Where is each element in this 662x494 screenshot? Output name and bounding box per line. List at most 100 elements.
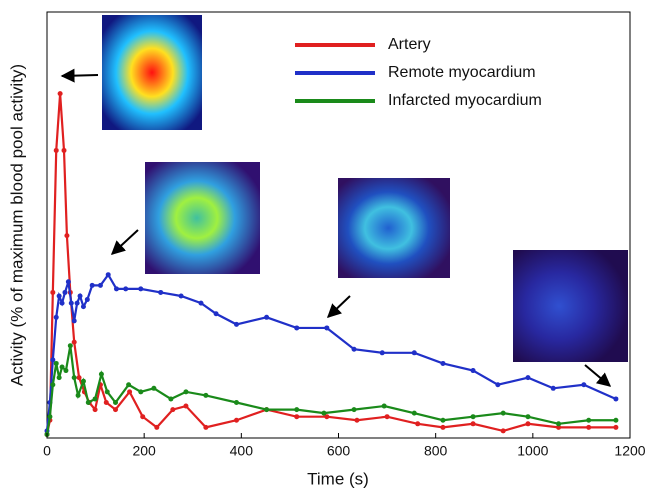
data-point bbox=[183, 389, 188, 394]
data-point bbox=[471, 421, 476, 426]
data-point bbox=[85, 297, 90, 302]
data-point bbox=[294, 325, 299, 330]
data-point bbox=[60, 365, 65, 370]
data-point bbox=[471, 368, 476, 373]
data-point bbox=[113, 407, 118, 412]
data-point bbox=[501, 428, 506, 433]
data-point bbox=[525, 421, 530, 426]
data-point bbox=[321, 411, 326, 416]
inset-image bbox=[338, 178, 450, 278]
data-point bbox=[234, 322, 239, 327]
data-point bbox=[264, 315, 269, 320]
data-point bbox=[525, 414, 530, 419]
data-point bbox=[412, 411, 417, 416]
x-tick-label: 1000 bbox=[517, 443, 548, 459]
data-point bbox=[106, 272, 111, 277]
data-point bbox=[76, 393, 81, 398]
data-point bbox=[581, 382, 586, 387]
data-point bbox=[158, 290, 163, 295]
data-point bbox=[380, 350, 385, 355]
data-point bbox=[613, 418, 618, 423]
inset-image bbox=[513, 250, 628, 362]
data-point bbox=[151, 386, 156, 391]
data-point bbox=[63, 368, 68, 373]
data-point bbox=[352, 347, 357, 352]
data-point bbox=[62, 290, 67, 295]
data-point bbox=[264, 407, 269, 412]
data-point bbox=[471, 414, 476, 419]
data-point bbox=[203, 393, 208, 398]
data-point bbox=[154, 425, 159, 430]
data-point bbox=[99, 372, 104, 377]
data-point bbox=[412, 350, 417, 355]
data-point bbox=[203, 425, 208, 430]
arrow bbox=[112, 230, 138, 254]
data-point bbox=[440, 361, 445, 366]
data-point bbox=[72, 375, 77, 380]
data-point bbox=[69, 301, 74, 306]
legend-label: Infarcted myocardium bbox=[388, 92, 542, 109]
data-point bbox=[54, 361, 59, 366]
data-point bbox=[60, 301, 65, 306]
data-point bbox=[54, 315, 59, 320]
arrow bbox=[328, 296, 350, 317]
data-point bbox=[586, 418, 591, 423]
data-point bbox=[123, 286, 128, 291]
data-point bbox=[440, 425, 445, 430]
arrow bbox=[585, 365, 610, 386]
data-point bbox=[66, 279, 71, 284]
data-point bbox=[556, 421, 561, 426]
data-point bbox=[105, 389, 110, 394]
data-point bbox=[324, 325, 329, 330]
data-point bbox=[58, 91, 63, 96]
data-point bbox=[214, 311, 219, 316]
chart: Time (s) Activity (% of maximum blood po… bbox=[0, 0, 662, 494]
data-point bbox=[440, 418, 445, 423]
data-point bbox=[613, 396, 618, 401]
arrow bbox=[62, 75, 98, 76]
legend-label: Remote myocardium bbox=[388, 64, 536, 81]
data-point bbox=[86, 400, 91, 405]
data-point bbox=[50, 290, 55, 295]
data-point bbox=[170, 407, 175, 412]
x-axis-label: Time (s) bbox=[307, 469, 369, 488]
x-tick-label: 800 bbox=[424, 443, 448, 459]
data-point bbox=[72, 340, 77, 345]
data-point bbox=[415, 421, 420, 426]
data-point bbox=[93, 396, 98, 401]
y-axis-label: Activity (% of maximum blood pool activi… bbox=[7, 64, 26, 386]
data-point bbox=[199, 301, 204, 306]
legend-label: Artery bbox=[388, 36, 431, 53]
data-point bbox=[613, 425, 618, 430]
data-point bbox=[138, 286, 143, 291]
data-point bbox=[81, 379, 86, 384]
data-point bbox=[104, 400, 109, 405]
data-point bbox=[294, 407, 299, 412]
data-point bbox=[294, 414, 299, 419]
data-point bbox=[382, 404, 387, 409]
data-point bbox=[81, 304, 86, 309]
data-point bbox=[113, 400, 118, 405]
data-point bbox=[57, 294, 62, 299]
data-point bbox=[77, 375, 82, 380]
data-point bbox=[47, 414, 52, 419]
x-tick-label: 400 bbox=[230, 443, 254, 459]
data-point bbox=[78, 294, 83, 299]
x-tick-label: 200 bbox=[132, 443, 156, 459]
data-point bbox=[525, 375, 530, 380]
data-point bbox=[57, 375, 62, 380]
data-point bbox=[354, 418, 359, 423]
data-point bbox=[72, 318, 77, 323]
data-point bbox=[168, 396, 173, 401]
data-point bbox=[62, 148, 67, 153]
data-point bbox=[140, 414, 145, 419]
x-tick-label: 1200 bbox=[614, 443, 645, 459]
data-point bbox=[98, 283, 103, 288]
data-point bbox=[179, 294, 184, 299]
data-point bbox=[495, 382, 500, 387]
x-tick-label: 0 bbox=[43, 443, 51, 459]
data-point bbox=[93, 407, 98, 412]
inset-image bbox=[102, 15, 202, 130]
data-point bbox=[64, 233, 69, 238]
data-point bbox=[68, 343, 73, 348]
